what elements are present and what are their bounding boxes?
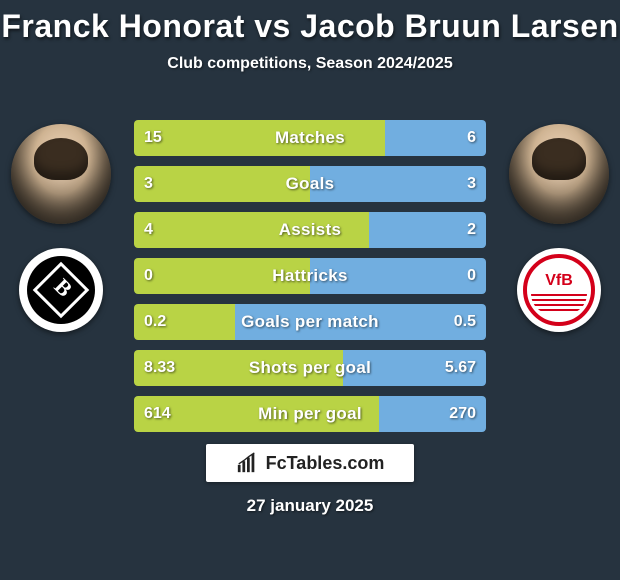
- stat-row: Shots per goal8.335.67: [134, 350, 486, 386]
- stat-row: Matches156: [134, 120, 486, 156]
- stat-bar-left: [134, 258, 310, 294]
- stat-bar-left: [134, 212, 369, 248]
- brand-badge: FcTables.com: [206, 444, 415, 482]
- right-player-column: [504, 124, 614, 332]
- brand-text: FcTables.com: [266, 453, 385, 474]
- stat-bar-left: [134, 304, 235, 340]
- stat-bar-left: [134, 120, 385, 156]
- comparison-bars: Matches156 Goals33 Assists42 Hattricks00 Goa…: [134, 120, 486, 432]
- right-club-crest: [517, 248, 601, 332]
- stat-bar-left: [134, 396, 379, 432]
- stat-row: Min per goal614270: [134, 396, 486, 432]
- left-club-crest: B: [19, 248, 103, 332]
- brand-icon: [236, 452, 258, 474]
- stat-bar-right: [369, 212, 486, 248]
- stat-bar-left: [134, 350, 343, 386]
- date-label: 27 january 2025: [247, 496, 374, 516]
- stat-bar-right: [343, 350, 486, 386]
- stat-bar-right: [385, 120, 486, 156]
- footer: FcTables.com 27 january 2025: [0, 444, 620, 516]
- stat-row: Goals33: [134, 166, 486, 202]
- stat-bar-right: [235, 304, 486, 340]
- page-subtitle: Club competitions, Season 2024/2025: [0, 55, 620, 73]
- stat-bar-right: [310, 258, 486, 294]
- stat-row: Goals per match0.20.5: [134, 304, 486, 340]
- stat-bar-right: [310, 166, 486, 202]
- page-title: Franck Honorat vs Jacob Bruun Larsen: [0, 0, 620, 45]
- stat-bar-right: [379, 396, 486, 432]
- stat-bar-left: [134, 166, 310, 202]
- left-player-column: B: [6, 124, 116, 332]
- left-player-avatar: [11, 124, 111, 224]
- stat-row: Hattricks00: [134, 258, 486, 294]
- stat-row: Assists42: [134, 212, 486, 248]
- right-player-avatar: [509, 124, 609, 224]
